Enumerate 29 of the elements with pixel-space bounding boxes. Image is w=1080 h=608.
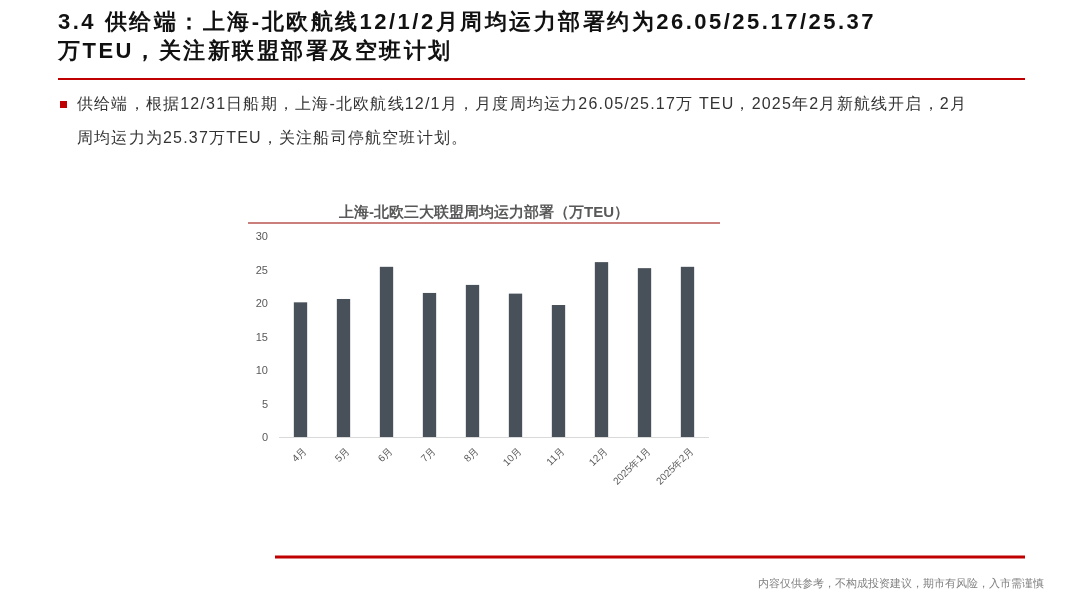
bar — [508, 293, 523, 437]
x-tick-label: 4月 — [289, 445, 309, 464]
x-tick-label: 11月 — [544, 445, 567, 468]
y-tick-label: 10 — [255, 364, 268, 376]
y-tick-label: 0 — [261, 431, 268, 443]
text: 3.4 供给端：上海-北欧航线12/1/2月周均运力部署约为26.05/25.17/25.37万TEU，关注新联盟部署及空班计划 — [58, 8, 878, 65]
text: 内容仅供参考，不构成投资建议，期市有风险，入市需谨慎 — [758, 576, 1045, 590]
y-tick-label: 5 — [261, 397, 268, 410]
bar — [379, 266, 394, 437]
bar — [293, 302, 308, 437]
bar — [637, 268, 652, 437]
y-tick-label: 25 — [255, 263, 268, 276]
bar — [336, 298, 351, 437]
chart-title: 上海-北欧三大联盟周均运力部署（万TEU） — [338, 203, 629, 220]
x-tick-label: 10月 — [500, 445, 524, 468]
bar — [551, 305, 566, 437]
bar — [465, 284, 480, 437]
x-tick-label: 5月 — [332, 445, 352, 464]
y-tick-label: 15 — [255, 330, 268, 343]
bar — [422, 292, 437, 437]
text: 供给端，根据12/31日船期，上海-北欧航线12/1月，月度周均运力26.05/25.17万 TEU，2025年2月新航线开启，2月周均运力为25.37万TEU，关注船司停航空班计划。 — [77, 94, 969, 148]
y-tick-label: 20 — [255, 297, 268, 309]
x-tick-label: 12月 — [586, 445, 610, 468]
bar — [680, 266, 695, 437]
x-tick-label: 6月 — [375, 445, 395, 464]
bar — [594, 262, 609, 437]
x-tick-label: 7月 — [418, 445, 438, 464]
y-tick-label: 30 — [255, 230, 268, 242]
x-tick-label: 8月 — [461, 445, 481, 464]
